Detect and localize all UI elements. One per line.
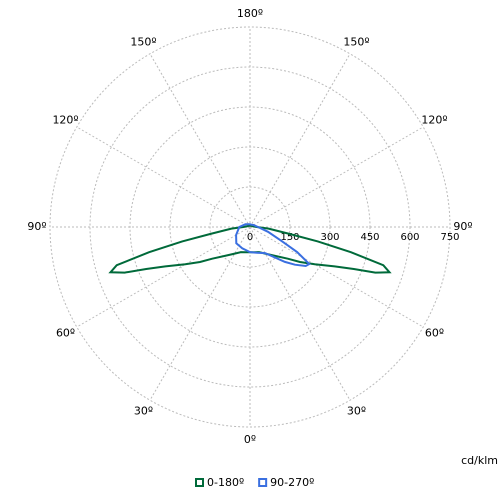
radial-tick-label: 300 — [320, 232, 339, 243]
radial-tick-label: 750 — [440, 232, 459, 243]
angle-tick-label: 150º — [130, 36, 156, 49]
angle-tick-label: 180º — [237, 7, 263, 20]
grid-ring — [49, 26, 451, 428]
radial-tick-label: 600 — [400, 232, 419, 243]
grid-spoke — [249, 226, 424, 328]
curve — [108, 224, 392, 274]
grid-spoke — [76, 126, 251, 228]
legend-swatch — [258, 478, 268, 487]
unit-label: cd/klm — [461, 454, 498, 467]
angle-tick-label: 30º — [347, 404, 366, 417]
angle-tick-label: 120º — [52, 114, 78, 127]
grid-ring — [209, 186, 291, 268]
grid-ring — [169, 146, 331, 308]
legend-label: 90-270º — [270, 476, 314, 489]
curve — [235, 223, 311, 268]
angle-tick-label: 120º — [421, 114, 447, 127]
angle-tick-label: 150º — [343, 36, 369, 49]
grid-spoke — [249, 126, 424, 228]
angle-tick-label: 60º — [56, 327, 75, 340]
radial-tick-label: 0 — [247, 232, 253, 243]
angle-tick-label: 0º — [244, 433, 256, 446]
angle-tick-label: 30º — [134, 404, 153, 417]
grid-spoke — [149, 53, 251, 228]
grid-spoke — [249, 53, 351, 228]
grid-ring — [129, 106, 371, 348]
radial-tick-label: 450 — [360, 232, 379, 243]
angle-tick-label: 60º — [425, 327, 444, 340]
legend-label: 0-180º — [207, 476, 244, 489]
grid-ring — [89, 66, 411, 388]
radial-tick-label: 150 — [280, 232, 299, 243]
grid-spoke — [76, 226, 251, 328]
angle-tick-label: 90º — [27, 220, 46, 233]
legend-swatch — [195, 478, 204, 487]
angle-tick-label: 90º — [453, 220, 472, 233]
grid-spoke — [149, 226, 251, 401]
grid-spoke — [249, 226, 351, 401]
